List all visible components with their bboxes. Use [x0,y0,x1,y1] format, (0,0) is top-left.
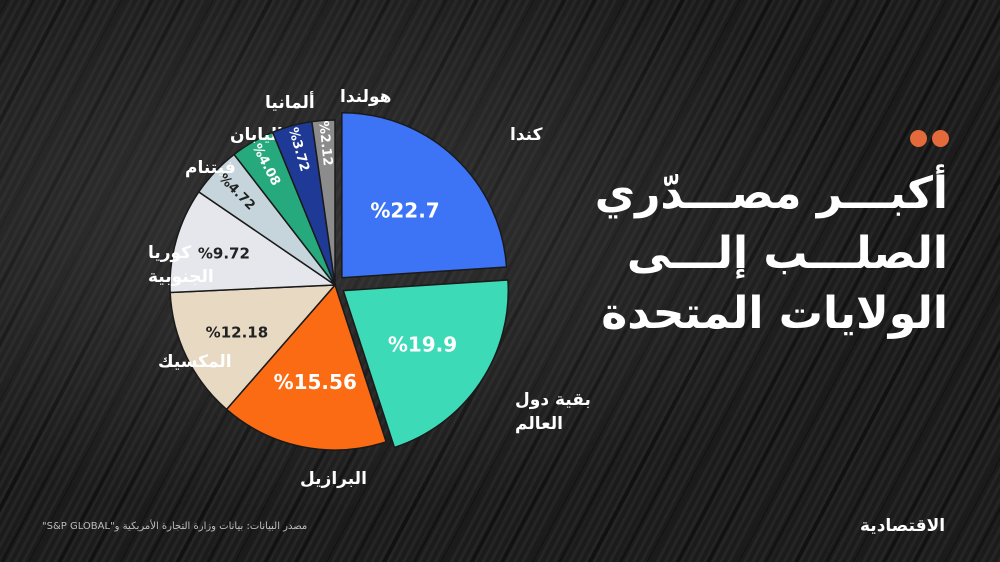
slice-value-label-1: %19.9 [388,332,457,356]
decorative-dots [910,130,954,151]
slice-name-label-6: اليابان [230,125,283,145]
title-line-2: الصلـــب إلـــى [626,228,948,279]
slice-value-label-8: %2.12 [315,120,335,166]
slice-name-label-1: بقية دول العالم [515,390,591,434]
slice-value-label-0: %22.7 [370,198,439,222]
pie-slice-8 [311,119,336,286]
title-line-1: أكبـــر مصـــدّري [594,168,948,219]
pie-slice-0 [341,111,508,279]
pie-slice-2 [225,283,388,451]
slice-name-label-0: كندا [510,125,543,145]
orange-dot-icon [932,130,949,147]
slice-value-label-3: %12.18 [206,323,268,341]
slice-name-label-3: المكسيك [158,352,232,372]
slice-name-label-5: فيتنام [185,158,236,178]
slice-value-label-4: %9.72 [198,244,250,262]
source-note: مصدر البيانات: بيانات وزارة التجارة الأم… [42,521,308,532]
slice-name-label-4: كوريا الجنوبية [148,243,214,287]
slice-name-label-7: ألمانيا [265,91,315,113]
slice-name-label-2: البرازيل [300,469,367,489]
slice-name-label-8: هولندا [340,87,391,107]
orange-dot-icon [910,130,927,147]
pie-slice-1 [342,279,510,449]
title-line-3: الولايات المتحدة [601,288,948,339]
pie-slice-3 [169,284,337,411]
brand-logo: الاقتصادية [860,516,946,536]
pie-slice-4 [169,190,338,294]
slice-value-label-2: %15.56 [274,370,357,394]
